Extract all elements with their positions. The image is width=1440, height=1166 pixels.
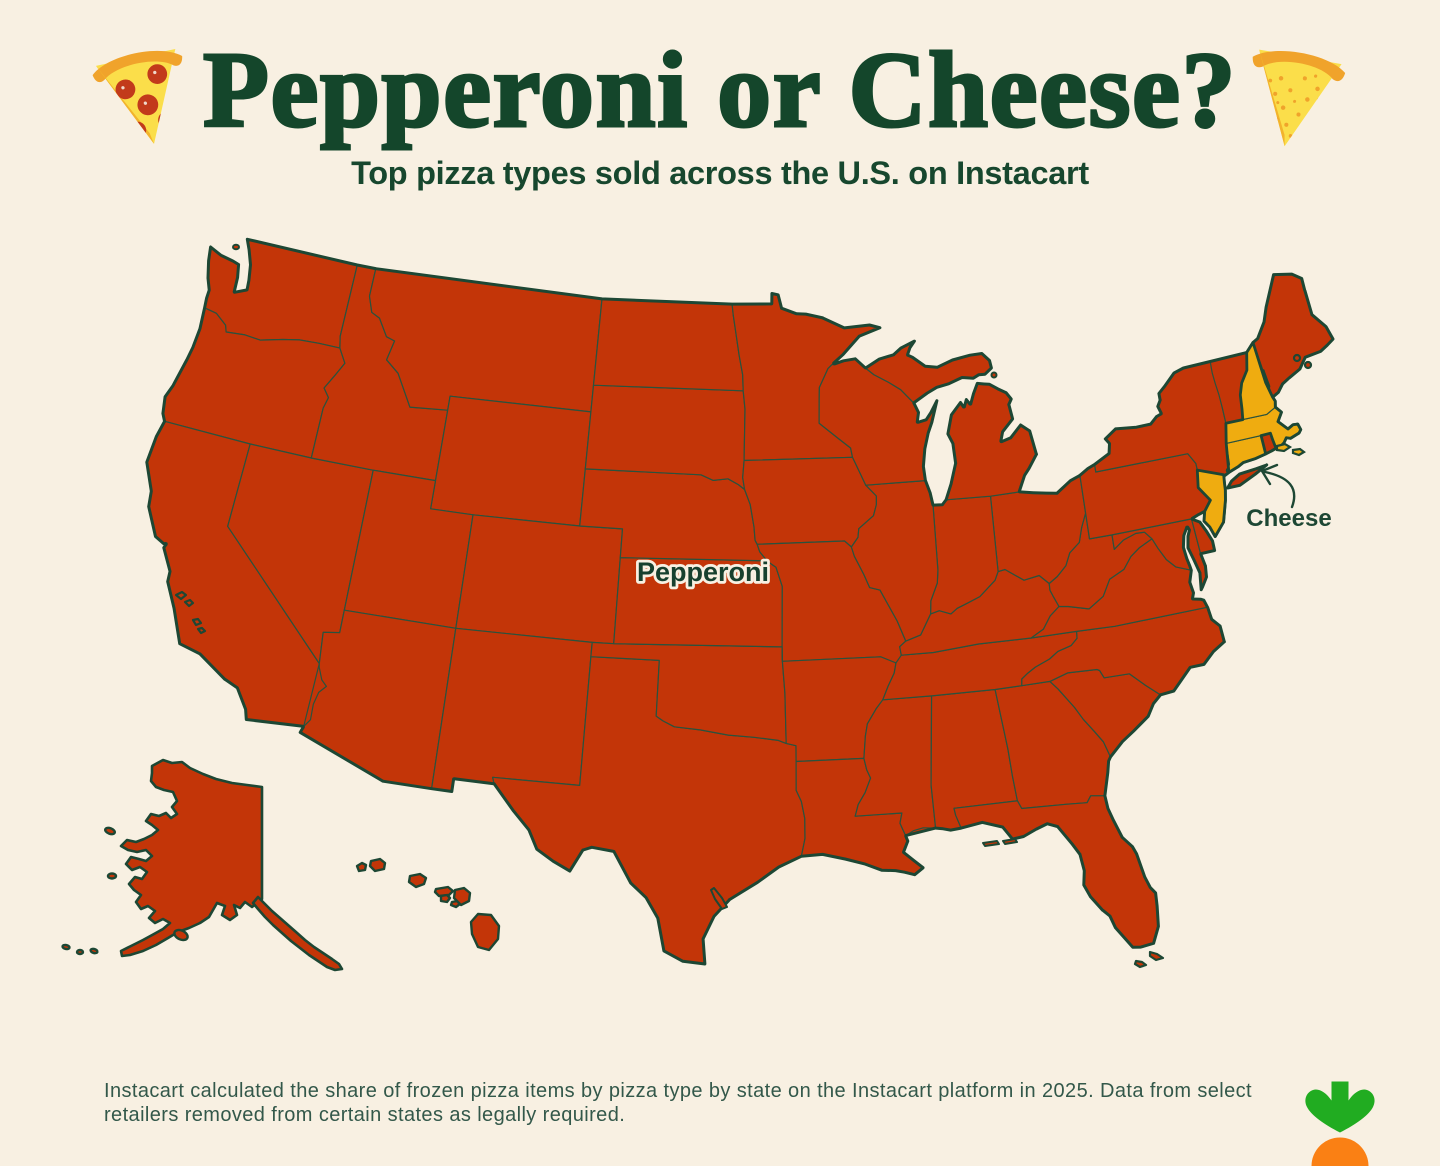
svg-text:Pepperoni: Pepperoni — [637, 557, 769, 587]
svg-text:Cheese: Cheese — [1246, 505, 1331, 532]
